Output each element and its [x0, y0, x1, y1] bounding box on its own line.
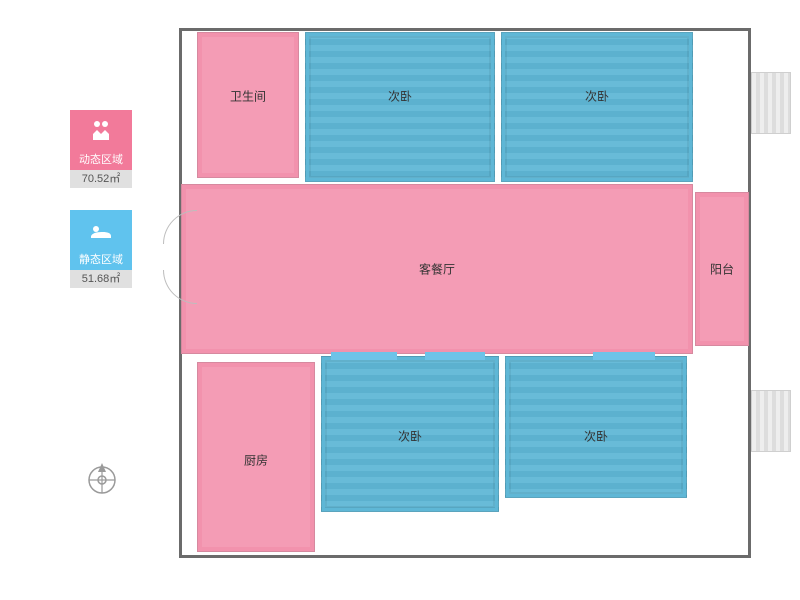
room-label-bedroom_bl: 次卧 [398, 428, 422, 445]
room-label-balcony: 阳台 [710, 261, 734, 278]
room-label-bedroom_br: 次卧 [584, 428, 608, 445]
room-label-bedroom_tr: 次卧 [585, 88, 609, 105]
legend-static-value: 51.68㎡ [70, 270, 132, 288]
room-bedroom_tr [501, 32, 693, 182]
sleep-icon [70, 210, 132, 250]
exterior-notch [751, 390, 791, 452]
door-threshold [593, 352, 655, 360]
door-arc [163, 270, 197, 304]
floor-plan: 卫生间次卧次卧客餐厅阳台次卧次卧厨房 [175, 22, 763, 570]
legend-dynamic-title: 动态区域 [70, 150, 132, 170]
room-label-bedroom_tl: 次卧 [388, 88, 412, 105]
legend-dynamic-value: 70.52㎡ [70, 170, 132, 188]
legend-panel: 动态区域 70.52㎡ 静态区域 51.68㎡ [70, 110, 132, 310]
people-icon [70, 110, 132, 150]
door-threshold [425, 352, 485, 360]
door-arc [163, 210, 197, 244]
room-bathroom [197, 32, 299, 178]
room-label-living: 客餐厅 [419, 261, 455, 278]
exterior-notch [751, 72, 791, 134]
door-threshold [331, 352, 397, 360]
legend-static-title: 静态区域 [70, 250, 132, 270]
legend-static: 静态区域 51.68㎡ [70, 210, 132, 288]
compass-icon [84, 460, 120, 496]
room-bedroom_tl [305, 32, 495, 182]
room-label-bathroom: 卫生间 [230, 88, 266, 105]
legend-dynamic: 动态区域 70.52㎡ [70, 110, 132, 188]
room-label-kitchen: 厨房 [244, 452, 268, 469]
